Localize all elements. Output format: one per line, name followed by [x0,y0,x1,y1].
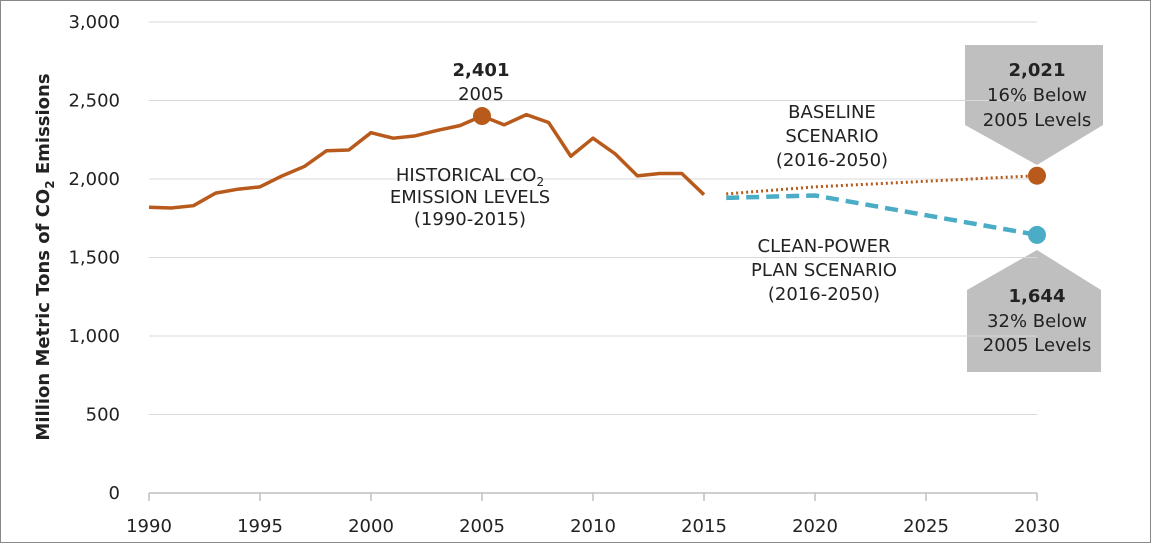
marker [1028,166,1046,185]
value-label: 2,021 [1009,60,1066,81]
x-tick-label: 1990 [126,516,172,537]
x-tick-label: 2005 [459,516,505,537]
annotation: 2005 Levels [983,335,1091,356]
x-tick-label: 2000 [348,516,394,537]
annotation-part: HISTORICAL CO [396,165,537,186]
annotation: PLAN SCENARIO [751,260,897,281]
y-label-part: Emissions [33,73,54,180]
annotation-part: 2005 Levels [983,110,1091,131]
marker [1028,225,1046,244]
annotation-part: PLAN SCENARIO [751,260,897,281]
callout-top [965,45,1103,165]
x-tick-label: 1995 [237,516,283,537]
annotation: (1990-2015) [414,209,526,230]
x-tick-label: 2010 [570,516,616,537]
annotation: 2005 [458,84,504,105]
annotation: (2016-2050) [776,150,888,171]
annotation-part: 2005 Levels [983,335,1091,356]
annotation: HISTORICAL CO2 [396,165,544,189]
callout-bottom [967,250,1101,372]
y-tick-label: 1,500 [68,248,120,269]
annotation: 32% Below [987,311,1087,332]
annotation-part: CLEAN-POWER [758,236,891,257]
annotation-part: 16% Below [987,85,1087,106]
y-tick-label: 2,500 [68,91,120,112]
annotation: (2016-2050) [768,284,880,305]
annotation-part: 2005 [458,84,504,105]
y-axis-label: Million Metric Tons of CO2 Emissions [33,73,57,440]
y-label-part: Million Metric Tons of CO [33,189,54,441]
y-label-part: 2 [43,180,57,188]
value-label: 1,644 [1009,286,1066,307]
x-tick-label: 2025 [903,516,949,537]
series-line [726,193,1038,238]
annotation-part: (1990-2015) [414,209,526,230]
y-tick-label: 500 [86,405,120,426]
y-tick-label: 1,000 [68,326,120,347]
annotation-part: 2 [536,175,544,189]
value-label: 2,401 [453,60,510,81]
x-tick-label: 2015 [681,516,727,537]
x-tick-label: 2020 [792,516,838,537]
marker [473,107,491,126]
annotation: 2005 Levels [983,110,1091,131]
annotation-part: (2016-2050) [776,150,888,171]
series-line [148,112,706,210]
annotation-part: (2016-2050) [768,284,880,305]
annotation-part: SCENARIO [785,126,878,147]
y-tick-label: 2,000 [68,169,120,190]
y-tick-label: 3,000 [68,12,120,33]
annotation-part: BASELINE [788,102,876,123]
x-tick-label: 2030 [1014,516,1060,537]
annotation-part: 32% Below [987,311,1087,332]
annotation: BASELINE [788,102,876,123]
annotation: EMISSION LEVELS [390,187,550,208]
annotation: 16% Below [987,85,1087,106]
annotation: CLEAN-POWER [758,236,891,257]
annotation: SCENARIO [785,126,878,147]
annotation-part: EMISSION LEVELS [390,187,550,208]
y-tick-label: 0 [109,483,120,504]
